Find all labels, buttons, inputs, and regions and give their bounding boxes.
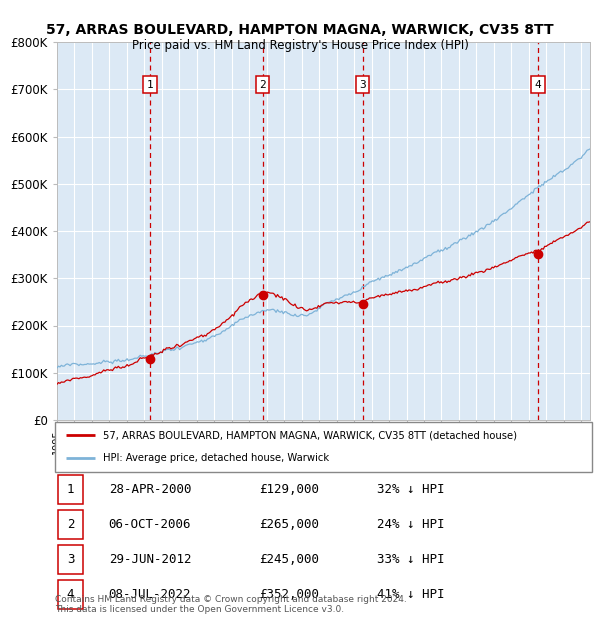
FancyBboxPatch shape [58, 545, 83, 574]
Text: Contains HM Land Registry data © Crown copyright and database right 2024.
This d: Contains HM Land Registry data © Crown c… [55, 595, 407, 614]
Text: 2: 2 [67, 518, 74, 531]
Text: 29-JUN-2012: 29-JUN-2012 [109, 553, 191, 566]
Text: 32% ↓ HPI: 32% ↓ HPI [377, 483, 445, 496]
Text: 28-APR-2000: 28-APR-2000 [109, 483, 191, 496]
Text: 3: 3 [67, 553, 74, 566]
Text: 41% ↓ HPI: 41% ↓ HPI [377, 588, 445, 601]
Text: £129,000: £129,000 [259, 483, 319, 496]
Text: 57, ARRAS BOULEVARD, HAMPTON MAGNA, WARWICK, CV35 8TT: 57, ARRAS BOULEVARD, HAMPTON MAGNA, WARW… [46, 23, 554, 37]
Text: 33% ↓ HPI: 33% ↓ HPI [377, 553, 445, 566]
Text: 1: 1 [146, 79, 154, 89]
Text: 3: 3 [359, 79, 366, 89]
Text: HPI: Average price, detached house, Warwick: HPI: Average price, detached house, Warw… [103, 453, 329, 463]
Text: 1: 1 [67, 483, 74, 496]
Text: 4: 4 [67, 588, 74, 601]
FancyBboxPatch shape [55, 422, 592, 472]
Text: £265,000: £265,000 [259, 518, 319, 531]
Text: 4: 4 [535, 79, 541, 89]
Text: £352,000: £352,000 [259, 588, 319, 601]
Text: 06-OCT-2006: 06-OCT-2006 [109, 518, 191, 531]
Text: 2: 2 [259, 79, 266, 89]
Text: 08-JUL-2022: 08-JUL-2022 [109, 588, 191, 601]
Text: £245,000: £245,000 [259, 553, 319, 566]
FancyBboxPatch shape [58, 510, 83, 539]
FancyBboxPatch shape [58, 475, 83, 504]
FancyBboxPatch shape [58, 580, 83, 609]
Text: 57, ARRAS BOULEVARD, HAMPTON MAGNA, WARWICK, CV35 8TT (detached house): 57, ARRAS BOULEVARD, HAMPTON MAGNA, WARW… [103, 430, 517, 440]
Text: 24% ↓ HPI: 24% ↓ HPI [377, 518, 445, 531]
Text: Price paid vs. HM Land Registry's House Price Index (HPI): Price paid vs. HM Land Registry's House … [131, 39, 469, 52]
